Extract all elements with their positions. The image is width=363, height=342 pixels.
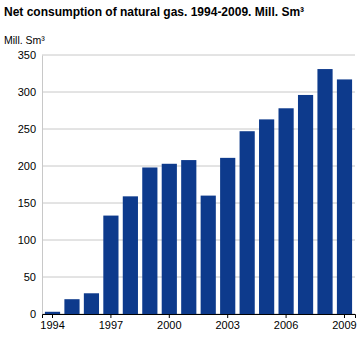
x-tick: 1994 <box>40 314 64 331</box>
x-tick: 2000 <box>157 314 181 331</box>
x-axis-line <box>43 315 356 319</box>
bar <box>64 299 79 314</box>
bar <box>298 95 313 314</box>
y-tick: 150 <box>18 197 42 209</box>
x-tick-mark <box>344 314 345 318</box>
bar <box>317 69 332 314</box>
bar <box>240 131 255 314</box>
x-tick: 2006 <box>274 314 298 331</box>
x-tick-label: 1994 <box>40 319 64 331</box>
bar <box>84 293 99 314</box>
y-tick-label: 350 <box>18 49 36 61</box>
bar <box>45 312 60 314</box>
y-tick-label: 200 <box>18 160 36 172</box>
x-tick-label: 2000 <box>157 319 181 331</box>
grid-line <box>42 92 355 93</box>
bar <box>337 79 352 314</box>
y-tick-label: 50 <box>24 271 36 283</box>
bars <box>45 69 352 314</box>
bar <box>201 196 216 314</box>
grid <box>42 55 355 314</box>
y-tick: 50 <box>24 271 42 283</box>
x-tick-mark <box>110 314 111 318</box>
y-tick-label: 250 <box>18 123 36 135</box>
bar <box>103 216 118 314</box>
chart: Net consumption of natural gas. 1994-200… <box>0 0 363 342</box>
bar <box>181 160 196 314</box>
y-tick: 350 <box>18 49 42 61</box>
x-tick-mark <box>286 314 287 318</box>
x-tick-mark <box>52 314 53 318</box>
y-tick-label: 100 <box>18 234 36 246</box>
x-tick-label: 2009 <box>332 319 356 331</box>
bar <box>279 108 294 314</box>
plot: 0 50 100 150 200 250 300 350 1994 1997 2000 2003 200… <box>18 49 357 331</box>
y-tick-label: 300 <box>18 86 36 98</box>
y-tick-label: 0 <box>30 308 36 320</box>
y-axis: 0 50 100 150 200 250 300 350 <box>18 49 43 320</box>
y-tick-label: 150 <box>18 197 36 209</box>
y-tick: 250 <box>18 123 42 135</box>
y-tick: 100 <box>18 234 42 246</box>
bar <box>162 164 177 314</box>
x-tick-mark <box>227 314 228 318</box>
x-axis: 1994 1997 2000 2003 2006 2009 <box>40 314 356 331</box>
bar <box>142 167 157 314</box>
x-tick-label: 2003 <box>215 319 239 331</box>
y-tick: 300 <box>18 86 42 98</box>
x-tick: 1997 <box>99 314 123 331</box>
bar <box>220 158 235 314</box>
x-tick: 2003 <box>215 314 239 331</box>
y-axis-title: Mill. Sm³ <box>4 34 45 46</box>
x-tick-mark <box>169 314 170 318</box>
grid-line <box>42 55 355 56</box>
x-tick-label: 1997 <box>99 319 123 331</box>
x-tick-label: 2006 <box>274 319 298 331</box>
bar <box>259 119 274 314</box>
y-axis-line <box>42 56 43 315</box>
title: Net consumption of natural gas. 1994-200… <box>4 5 304 19</box>
x-tick: 2009 <box>332 314 356 331</box>
bar <box>123 196 138 314</box>
y-tick: 200 <box>18 160 42 172</box>
